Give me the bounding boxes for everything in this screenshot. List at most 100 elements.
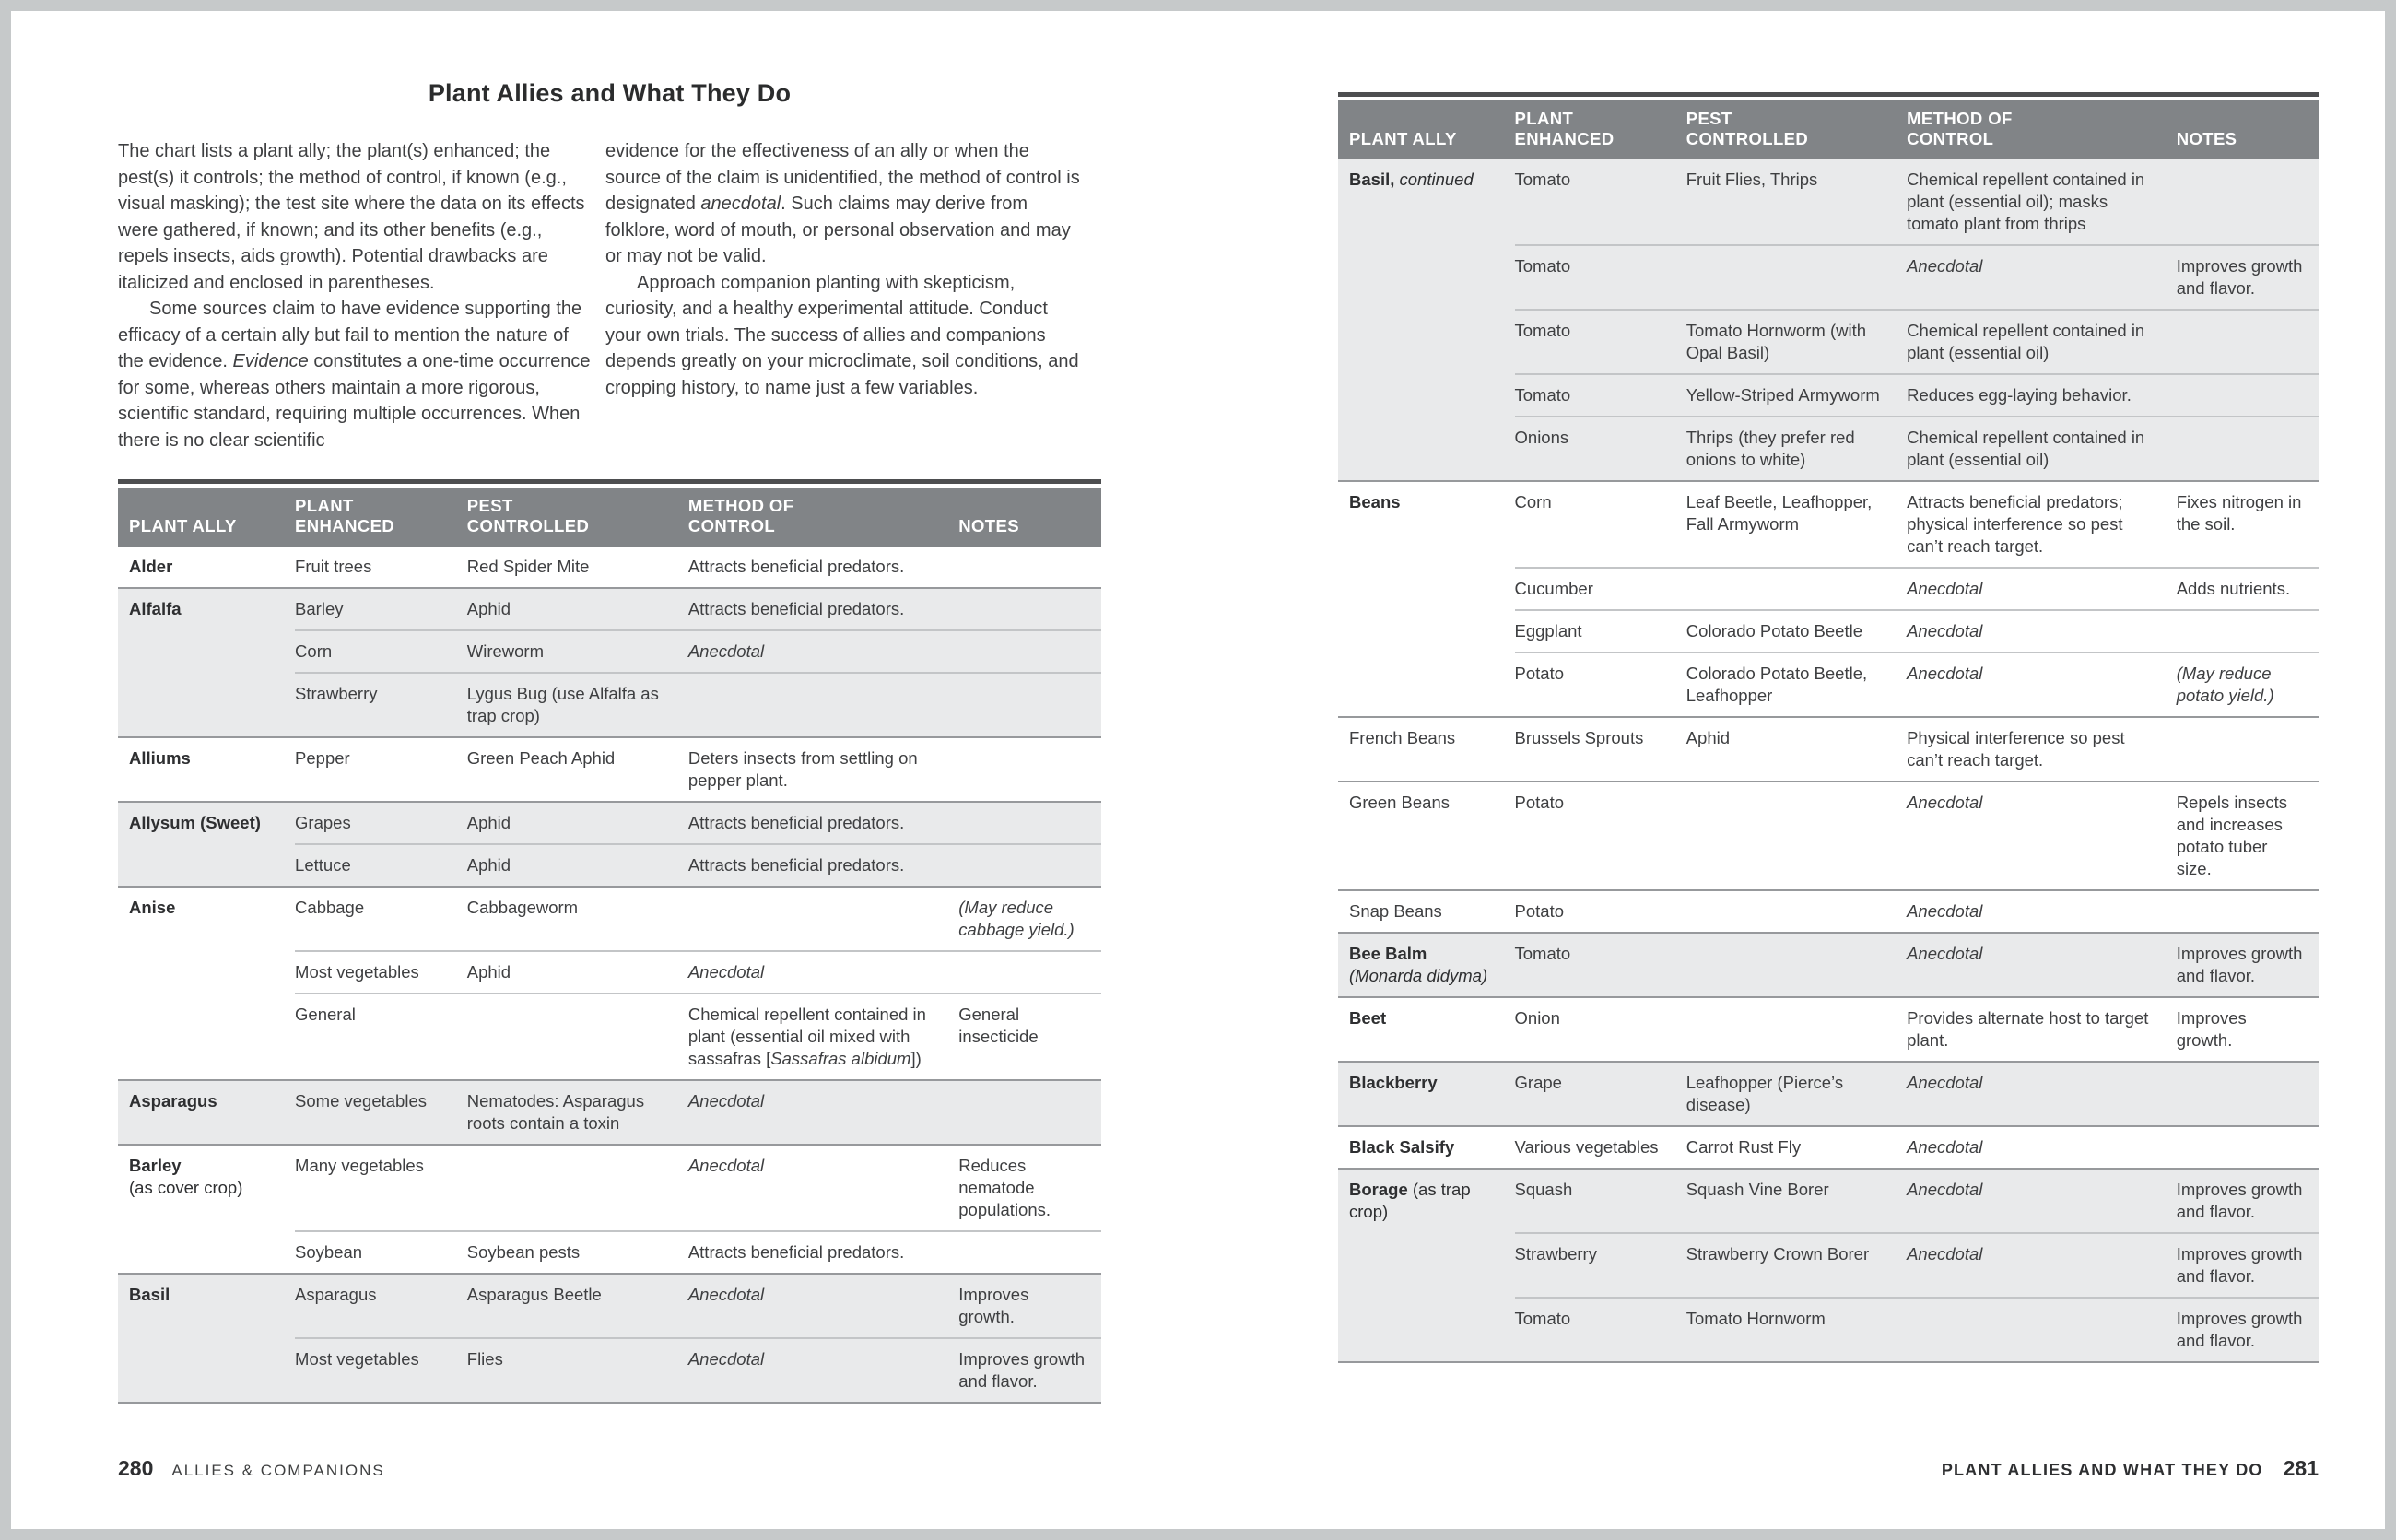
table-group: Green Beans Potato Anecdotal Repels insects… <box>1338 781 2319 889</box>
table-row: Tomato Tomato Hornworm (with Opal Basil) C… <box>1338 309 2319 373</box>
cell-notes <box>958 1081 1101 1122</box>
table-header-row: PLANT ALLY PLANT ENHANCED PEST CONTROLLED MET… <box>118 488 1101 547</box>
italic-text: Anecdotal <box>687 1349 765 1369</box>
cell-notes <box>958 547 1101 587</box>
cell-plant-ally: French Beans <box>1338 718 1515 758</box>
plant-ally-name: Anise <box>129 898 176 917</box>
table-row: Bee Balm (Monarda didyma) Tomato Anecdotal I… <box>1338 934 2319 996</box>
cell-notes <box>2177 1127 2319 1168</box>
italic-text: Anecdotal <box>687 1285 765 1304</box>
cell-notes <box>2176 416 2319 458</box>
italic-text: Anecdotal <box>1907 579 1983 598</box>
cell-pest-controlled: Aphid <box>466 843 688 886</box>
table-row: Strawberry Strawberry Crown Borer Anecdota… <box>1338 1232 2319 1297</box>
plant-ally-name: Borage <box>1349 1180 1408 1199</box>
italic-text: Anecdotal <box>1907 256 1983 276</box>
cell-notes: (May reduce potato yield.) <box>2176 652 2319 716</box>
table-top-rule <box>118 479 1101 484</box>
cell-pest-controlled: Leafhopper (Pierce’s disease) <box>1685 1073 1844 1114</box>
cell-pest-controlled: Colorado Potato Beetle <box>1685 609 1908 652</box>
table-row: Eggplant Colorado Potato Beetle Anecdotal <box>1338 609 2319 652</box>
cell-plant-enhanced: Many vegetables <box>295 1156 424 1175</box>
cell-pest-controlled: Cabbageworm <box>466 898 579 917</box>
table-row: Snap Beans Potato Anecdotal <box>1338 891 2319 932</box>
cell-pest-controlled: Aphid <box>466 813 511 832</box>
table-group: Borage (as trap crop) Squash Squash Vine B… <box>1338 1168 2319 1361</box>
table-row: Tomato Tomato Hornworm Improves growth and… <box>1338 1297 2319 1361</box>
column-header: PLANT ALLY <box>1349 129 1457 148</box>
table-row: Allysum (Sweet) Grapes Aphid Attracts benef… <box>118 803 1101 843</box>
cell-pest-controlled: Aphid <box>466 950 688 993</box>
cell-plant-ally <box>118 843 295 884</box>
table-group: Snap Beans Potato Anecdotal <box>1338 889 2319 932</box>
plant-ally-name: Asparagus <box>129 1091 217 1111</box>
cell-plant-ally <box>1338 309 1515 349</box>
cell-notes <box>958 950 1101 993</box>
cell-plant-ally <box>1338 1232 1515 1273</box>
cell-method-of-control: Anecdotal <box>1907 1063 2177 1103</box>
text-run: Chemical repellent contained in plant (e… <box>687 1005 926 1068</box>
cell-plant-enhanced: Barley <box>295 599 344 618</box>
plant-ally-qualifier: (Monarda didyma) <box>1349 966 1488 985</box>
cell-plant-enhanced: Tomato <box>1514 170 1571 189</box>
cell-method-of-control: Attracts beneficial predators. <box>687 557 905 576</box>
italic-text: Anecdotal <box>687 962 765 982</box>
cell-plant-enhanced: Tomato <box>1514 1297 1686 1339</box>
table-group: Bee Balm (Monarda didyma) Tomato Anecdotal I… <box>1338 932 2319 996</box>
cell-plant-enhanced: Potato <box>1514 901 1565 921</box>
cell-plant-ally: Bee Balm (Monarda didyma) <box>1338 934 1515 996</box>
plant-ally-name: Black Salsify <box>1349 1137 1455 1157</box>
italic-text: Anecdotal <box>1907 1073 1983 1092</box>
cell-plant-enhanced: Grape <box>1514 1073 1562 1092</box>
cell-plant-ally: Asparagus <box>118 1081 295 1122</box>
cell-pest-controlled: Green Peach Aphid <box>466 748 616 768</box>
cell-plant-enhanced: Corn <box>295 629 467 672</box>
cell-plant-enhanced: Tomato <box>1514 944 1571 963</box>
cell-plant-enhanced: Onions <box>1514 416 1686 458</box>
section-title: ALLIES & COMPANIONS <box>171 1462 385 1479</box>
table-row: Cucumber Anecdotal Adds nutrients. <box>1338 567 2319 609</box>
cell-plant-enhanced: Corn <box>1514 492 1552 511</box>
cell-plant-enhanced: Asparagus <box>295 1285 377 1304</box>
cell-notes: Improves growth and flavor. <box>2176 244 2319 309</box>
cell-pest-controlled: Thrips (they prefer red onions to white) <box>1685 416 1908 480</box>
plant-allies-table-right: PLANT ALLY PLANT ENHANCED PEST CONTROLLED MET… <box>1338 92 2319 1363</box>
cell-method-of-control: Attracts beneficial predators. <box>687 843 959 886</box>
italic-text: (May reduce potato yield.) <box>2176 664 2274 705</box>
table-row: Anise Cabbage Cabbageworm (May reduce cabba… <box>118 888 1101 950</box>
cell-plant-enhanced: Soybean <box>295 1230 467 1273</box>
cell-plant-ally <box>118 1337 295 1378</box>
cell-plant-enhanced: Squash <box>1514 1180 1573 1199</box>
italic-text: Anecdotal <box>1907 1244 1983 1264</box>
cell-notes: Improves growth and flavor. <box>2176 944 2303 985</box>
cell-pest-controlled: Nematodes: Asparagus roots contain a tox… <box>466 1091 645 1133</box>
cell-notes: Improves growth. <box>2176 1008 2247 1050</box>
italic-text: Anecdotal <box>687 641 765 661</box>
cell-plant-ally <box>1338 244 1515 285</box>
cell-pest-controlled <box>1685 567 1908 609</box>
cell-method-of-control: Anecdotal <box>1907 934 2177 974</box>
plant-ally-name: Basil <box>129 1285 170 1304</box>
italic-text: Anecdotal <box>1907 621 1983 641</box>
table-group: Barley (as cover crop) Many vegetables Anec… <box>118 1144 1101 1273</box>
text-run: Approach companion planting with skeptic… <box>605 272 1079 398</box>
table-row: Tomato Anecdotal Improves growth and flavo… <box>1338 244 2319 309</box>
cell-notes <box>2177 159 2319 200</box>
column-header: PLANT ENHANCED <box>1514 109 1615 148</box>
cell-method-of-control: Anecdotal <box>687 629 959 672</box>
plant-ally-name: Alfalfa <box>129 599 182 618</box>
plant-ally-qualifier: (as cover crop) <box>129 1178 243 1197</box>
cell-method-of-control: Anecdotal <box>687 950 959 993</box>
cell-method-of-control: Attracts beneficial predators; physical … <box>1907 492 2123 556</box>
cell-method-of-control: Reduces egg-laying behavior. <box>1907 373 2177 416</box>
cell-plant-ally <box>1338 1297 1515 1337</box>
cell-plant-ally <box>1338 609 1515 650</box>
table-row: General Chemical repellent contained in p… <box>118 993 1101 1079</box>
cell-pest-controlled: Asparagus Beetle <box>466 1285 602 1304</box>
cell-plant-enhanced: Strawberry <box>295 672 467 714</box>
table-row: Onions Thrips (they prefer red onions to … <box>1338 416 2319 480</box>
table-group: Asparagus Some vegetables Nematodes: Aspar… <box>118 1079 1101 1144</box>
cell-pest-controlled: Lygus Bug (use Alfalfa as trap crop) <box>466 672 688 736</box>
plant-ally-name: Bee Balm <box>1349 944 1427 963</box>
